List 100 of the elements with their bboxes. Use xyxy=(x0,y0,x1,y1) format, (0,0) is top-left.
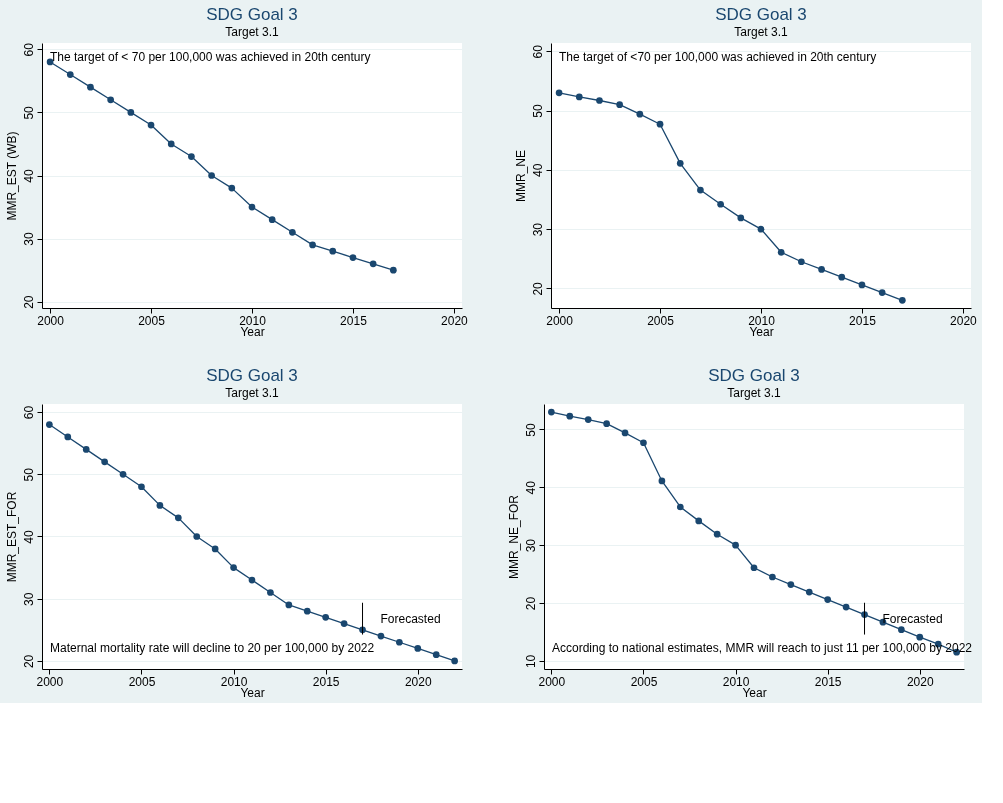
point xyxy=(805,588,813,596)
y-axis-title: MMR_NE_FOR xyxy=(506,494,521,580)
chart-title: SDG Goal 3 xyxy=(708,366,800,385)
point xyxy=(451,657,458,665)
point xyxy=(555,89,563,97)
point xyxy=(566,412,574,420)
chart-title: SDG Goal 3 xyxy=(715,5,807,24)
point xyxy=(838,273,846,281)
point xyxy=(818,266,825,273)
ref-line-label: Forecasted xyxy=(380,611,441,626)
point xyxy=(268,216,276,224)
point xyxy=(878,289,886,296)
x-tick-label: 2000 xyxy=(546,313,574,328)
point xyxy=(167,140,175,148)
point xyxy=(737,214,745,222)
y-tick-label: 40 xyxy=(21,169,36,183)
x-tick-label: 2000 xyxy=(538,674,566,689)
annotation: The target of <70 per 100,000 was achieved in 20th century xyxy=(559,50,877,64)
point xyxy=(389,266,397,274)
x-tick-label: 2020 xyxy=(906,674,934,689)
y-tick-label: 40 xyxy=(523,480,538,495)
annotation: According to national estimates, MMR will reach to just 11 per 100,000 by 2022 xyxy=(552,640,973,655)
point xyxy=(248,203,256,211)
point xyxy=(658,477,666,485)
ref-line-label: Forecasted xyxy=(882,611,943,626)
point xyxy=(248,576,256,584)
point xyxy=(575,93,583,101)
chart-subtitle: Target 3.1 xyxy=(734,25,789,39)
y-tick-label: 50 xyxy=(21,467,36,482)
point xyxy=(616,101,624,108)
point xyxy=(127,109,135,116)
point xyxy=(82,446,90,453)
y-tick-label: 60 xyxy=(21,405,36,420)
point xyxy=(697,186,704,194)
chart-title: SDG Goal 3 xyxy=(206,4,298,24)
annotation: The target of < 70 per 100,000 was achieved in 20th century xyxy=(50,50,371,64)
y-tick-label: 30 xyxy=(530,222,545,237)
point xyxy=(824,596,832,603)
point xyxy=(267,589,274,596)
point xyxy=(193,533,201,540)
point xyxy=(289,228,296,236)
point xyxy=(596,97,603,104)
x-tick-label: 2020 xyxy=(404,674,432,689)
x-tick-label: 2015 xyxy=(849,313,877,328)
y-tick-label: 20 xyxy=(21,654,36,669)
y-tick-label: 50 xyxy=(523,422,538,437)
point xyxy=(621,429,629,437)
point xyxy=(230,564,237,571)
point xyxy=(548,408,555,416)
point xyxy=(858,281,866,289)
point xyxy=(66,71,74,78)
point xyxy=(322,614,330,621)
point xyxy=(414,645,422,652)
point xyxy=(188,153,195,160)
point xyxy=(769,573,776,581)
point xyxy=(208,172,215,179)
point xyxy=(329,247,337,255)
point xyxy=(603,420,610,428)
point xyxy=(340,620,348,627)
point xyxy=(695,517,703,525)
point xyxy=(717,200,724,208)
x-tick-label: 2020 xyxy=(441,313,469,328)
x-tick-label: 2000 xyxy=(36,674,64,689)
point xyxy=(64,433,72,441)
annotation: Maternal mortality rate will decline to 20 per 100,000 by 2022 xyxy=(50,640,375,655)
point xyxy=(349,254,357,261)
point xyxy=(377,632,385,640)
y-tick-label: 40 xyxy=(21,530,36,544)
x-tick-label: 2015 xyxy=(340,313,368,328)
point xyxy=(228,184,236,192)
point xyxy=(656,120,664,128)
point xyxy=(676,160,684,167)
point xyxy=(303,607,311,615)
point xyxy=(396,638,403,646)
point xyxy=(898,296,906,304)
y-tick-label: 10 xyxy=(523,654,538,669)
point xyxy=(432,651,440,659)
y-tick-label: 30 xyxy=(523,538,538,553)
point xyxy=(750,564,758,572)
point xyxy=(156,502,164,509)
point xyxy=(676,503,684,511)
y-tick-label: 20 xyxy=(21,295,36,309)
chart-subtitle: Target 3.1 xyxy=(225,386,280,400)
y-tick-label: 40 xyxy=(530,163,545,178)
point xyxy=(138,483,145,491)
y-tick-label: 60 xyxy=(21,42,36,57)
point xyxy=(309,241,316,249)
y-tick-label: 60 xyxy=(530,44,545,59)
y-tick-label: 30 xyxy=(21,232,36,246)
point xyxy=(757,225,765,233)
point xyxy=(369,260,377,268)
y-axis-title: MMR_EST (WB) xyxy=(4,131,19,221)
point xyxy=(87,83,94,91)
y-tick-label: 20 xyxy=(523,596,538,611)
point xyxy=(798,258,805,266)
point xyxy=(713,530,721,538)
point xyxy=(842,603,850,611)
chart-subtitle: Target 3.1 xyxy=(727,386,782,400)
point xyxy=(732,541,739,549)
point xyxy=(174,514,182,522)
